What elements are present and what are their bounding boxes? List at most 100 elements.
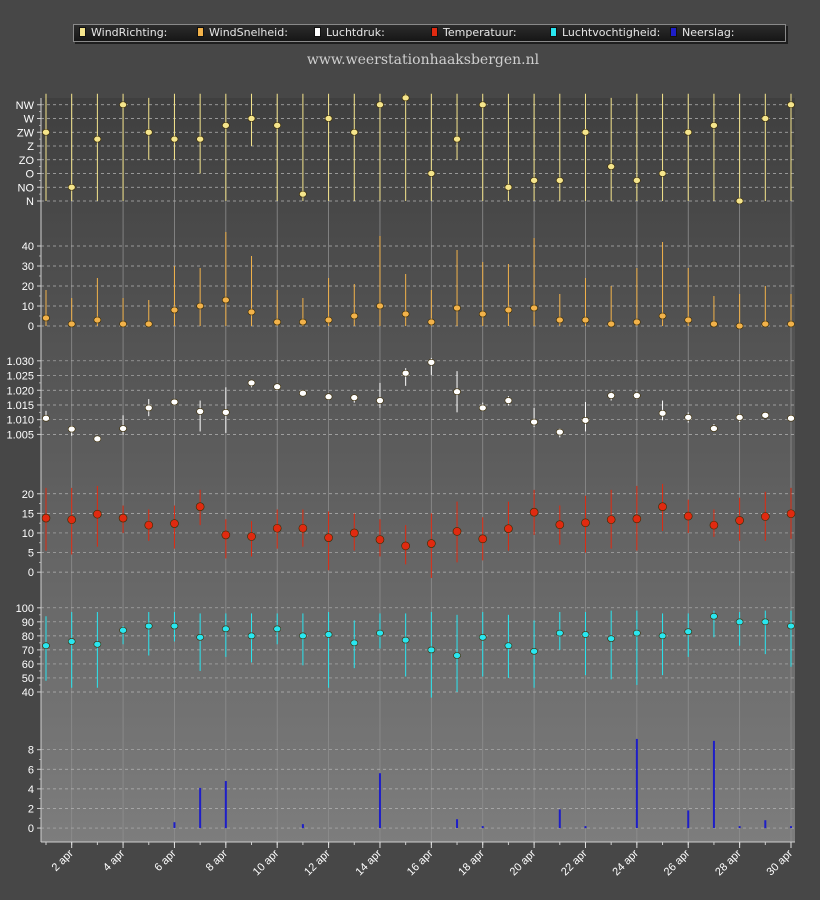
data-point [119,101,127,109]
y-tick-label: 40 [22,241,34,253]
y-tick-label: O [25,169,34,181]
panel-luchtdruk: 1.005 1.010 1.015 1.020 1.025 1.030 [6,356,795,443]
precip-bar [301,824,304,829]
data-point [67,183,76,191]
data-point [684,128,693,136]
legend-swatch [314,27,321,37]
y-tick-label: 20 [22,281,34,293]
data-point [324,115,333,122]
data-point [658,312,667,320]
y-tick-label: 1.005 [6,429,34,441]
y-tick-label: 50 [22,673,34,685]
x-tick-label: 28 apr [713,847,744,878]
data-point [93,509,102,519]
data-point [787,320,795,328]
legend-label: Neerslag: [682,26,735,39]
y-tick-label: 1.020 [6,385,34,397]
data-point [710,122,718,129]
data-point [376,302,384,310]
data-point [478,404,487,412]
x-tick-label: 22 apr [559,847,590,878]
y-tick-label: ZW [17,127,35,139]
data-point [786,509,796,519]
data-point [606,515,616,524]
data-point [427,170,436,177]
data-point [350,312,359,320]
data-point [658,502,667,511]
data-point [273,625,282,633]
data-point [170,622,179,630]
data-point [247,379,256,387]
data-point [453,304,461,312]
data-point [170,398,179,406]
data-point [581,518,590,528]
legend-label: WindRichting: [91,26,168,39]
precip-bar [584,826,587,829]
y-tick-label: 4 [28,784,34,796]
data-point [196,135,204,143]
data-point [401,94,410,102]
data-point [632,514,642,524]
data-point [144,320,153,328]
x-tick-label: 4 apr [101,847,127,873]
data-point [530,418,538,426]
data-point [272,523,282,533]
legend-swatch [79,27,86,37]
data-point [196,408,204,415]
precip-bar [712,740,715,829]
data-point [350,394,359,401]
x-tick-label: 8 apr [204,847,230,873]
data-point [324,393,333,401]
data-point [93,640,102,648]
data-point [607,392,615,399]
data-point [375,535,385,544]
data-point [581,631,590,638]
data-point [607,163,615,170]
data-point [504,397,513,404]
data-point [376,101,384,109]
data-point [401,310,410,318]
data-point [530,647,538,655]
data-point [555,629,564,637]
precip-bar [173,822,176,829]
y-tick-label: 30 [22,261,34,273]
y-tick-label: 10 [22,301,34,313]
data-point [478,310,487,318]
data-point [144,622,153,630]
data-point [478,534,488,544]
data-point [658,409,667,417]
legend-label: Luchtvochtigheid: [562,26,661,39]
legend-swatch [550,27,557,37]
data-point [735,322,744,330]
data-point [222,122,230,129]
data-point [683,511,693,521]
data-point [42,314,50,322]
y-tick-label: 0 [28,567,34,579]
data-point [119,425,127,432]
data-point [555,520,565,530]
y-tick-label: 8 [28,745,34,757]
x-tick-label: 12 apr [302,847,333,878]
data-point [710,425,718,432]
y-tick-label: 1.025 [6,371,34,383]
panel-luchtvochtigheid: 40 50 60 70 80 90 100 [16,603,795,699]
data-point [67,638,76,645]
data-point [144,128,153,136]
precip-bar [378,773,381,829]
data-point [41,513,51,523]
data-point [67,515,76,524]
data-point [324,533,333,542]
plot-area [41,98,795,842]
precip-bar [456,819,459,829]
data-point [478,101,487,109]
y-tick-label: 0 [28,823,34,835]
data-point [350,639,359,647]
data-point [607,320,615,328]
data-point [581,128,590,136]
data-point [684,414,693,421]
data-point [761,512,770,521]
y-tick-label: 60 [22,659,34,671]
data-point [555,428,564,436]
data-point [452,527,462,536]
legend-swatch [431,27,438,37]
